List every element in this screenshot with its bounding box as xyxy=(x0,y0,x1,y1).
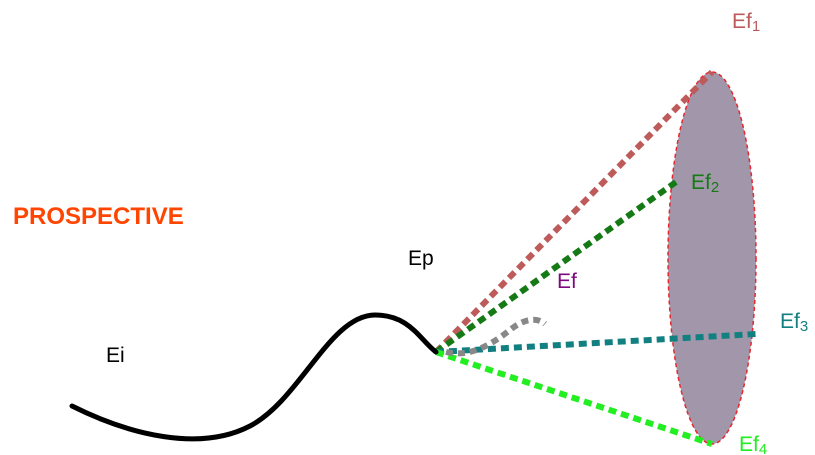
label-ef2-sub: 2 xyxy=(711,179,719,196)
diagram-title: PROSPECTIVE xyxy=(13,203,184,230)
projection-line-ef1 xyxy=(433,69,715,355)
projection-line-ef2 xyxy=(434,179,678,355)
label-ef1-sub: 1 xyxy=(752,18,760,35)
label-ef3-sub: 3 xyxy=(800,318,808,335)
future-possibility-ellipse xyxy=(667,71,757,445)
label-ef4-base: Ef xyxy=(739,433,759,455)
label-ef1: Ef1 xyxy=(732,10,760,35)
projection-line-ef3 xyxy=(435,331,757,355)
ef-path xyxy=(445,316,547,357)
past-trajectory-curve xyxy=(69,312,439,442)
label-ef4-sub: 4 xyxy=(759,441,767,455)
label-ef3: Ef3 xyxy=(780,310,808,335)
label-ef2-base: Ef xyxy=(691,171,711,194)
label-ef1-base: Ef xyxy=(732,10,752,33)
label-ef3-base: Ef xyxy=(780,310,800,333)
label-ep: Ep xyxy=(408,247,434,270)
label-ei: Ei xyxy=(106,344,125,367)
label-ef: Ef xyxy=(557,270,577,293)
projection-line-ef4 xyxy=(435,349,713,447)
label-ef4: Ef4 xyxy=(739,433,767,455)
label-ef2: Ef2 xyxy=(691,171,719,196)
